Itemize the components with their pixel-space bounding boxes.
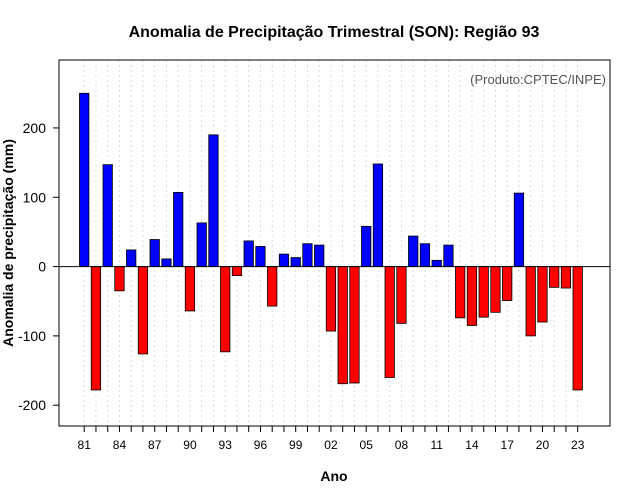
source-note: (Produto:CPTEC/INPE) <box>470 72 606 87</box>
bar-2018 <box>513 192 525 267</box>
x-tick-label: 96 <box>254 438 268 452</box>
y-tick-label: -200 <box>18 397 46 413</box>
bar-1999 <box>290 257 301 267</box>
x-tick-label: 17 <box>501 438 515 452</box>
bar-2017 <box>502 266 513 301</box>
bar-1991 <box>196 222 207 267</box>
bar-1982 <box>90 266 102 391</box>
bar-1992 <box>208 134 219 267</box>
bar-1998 <box>278 253 290 267</box>
x-tick-label: 23 <box>571 438 585 452</box>
x-tick-label: 81 <box>78 438 92 452</box>
bar-2016 <box>490 266 501 313</box>
bar-2009 <box>408 235 419 267</box>
y-axis-label: Anomalia de precipitação (mm) <box>0 139 16 347</box>
bar-2011 <box>431 259 442 267</box>
bar-1993 <box>220 266 231 353</box>
bar-2022 <box>560 266 572 289</box>
bar-2008 <box>396 266 407 324</box>
bar-2021 <box>549 266 560 288</box>
bar-1996 <box>255 246 266 267</box>
x-axis-label: Ano <box>320 468 347 484</box>
bar-2002 <box>325 266 337 332</box>
bar-1983 <box>102 164 113 267</box>
bar-2006 <box>372 163 384 267</box>
x-tick-label: 93 <box>219 438 233 452</box>
plot-frame <box>58 59 611 427</box>
bar-1981 <box>79 92 90 267</box>
bar-2015 <box>478 266 489 318</box>
bar-2020 <box>537 266 548 323</box>
y-tick-label: 200 <box>23 120 47 136</box>
bar-2000 <box>302 243 313 267</box>
y-tick-label: 0 <box>38 259 46 275</box>
bar-2001 <box>314 244 325 267</box>
x-tick-label: 11 <box>430 438 443 452</box>
bar-2004 <box>349 266 360 384</box>
bar-1986 <box>137 266 149 355</box>
x-tick-label: 99 <box>289 438 303 452</box>
bars <box>79 92 583 391</box>
bar-1994 <box>231 266 243 276</box>
x-tick-label: 02 <box>324 438 338 452</box>
bar-2013 <box>455 266 466 319</box>
x-tick-label: 08 <box>395 438 409 452</box>
x-tick-label: 20 <box>536 438 550 452</box>
x-axis: 81 84 87 90 93 96 99 02 05 08 11 14 17 20 23 <box>78 426 585 452</box>
bar-2003 <box>337 266 348 385</box>
bar-2019 <box>525 266 536 337</box>
x-tick-label: 05 <box>360 438 374 452</box>
y-tick-label: -100 <box>18 328 46 344</box>
bar-1995 <box>243 240 254 267</box>
x-tick-label: 90 <box>183 438 197 452</box>
bar-1987 <box>149 239 160 267</box>
bar-2007 <box>384 266 395 378</box>
bar-2010 <box>419 243 431 267</box>
x-tick-label: 84 <box>113 438 127 452</box>
y-axis: -200 -100 0 100 200 <box>18 120 59 413</box>
bar-1989 <box>173 191 184 267</box>
bar-1988 <box>161 258 172 267</box>
bar-1990 <box>184 266 196 312</box>
bar-2014 <box>466 266 478 326</box>
x-tick-label: 87 <box>148 438 162 452</box>
y-tick-label: 100 <box>23 189 47 205</box>
vertical-gridlines <box>83 60 579 426</box>
bar-1997 <box>267 266 278 307</box>
bar-2023 <box>572 266 583 391</box>
bar-1984 <box>114 266 125 292</box>
x-tick-label: 14 <box>465 438 479 452</box>
bar-2012 <box>443 244 454 267</box>
chart-title: Anomalia de Precipitação Trimestral (SON… <box>129 24 540 41</box>
bar-2005 <box>361 225 372 267</box>
bar-1985 <box>126 249 137 267</box>
